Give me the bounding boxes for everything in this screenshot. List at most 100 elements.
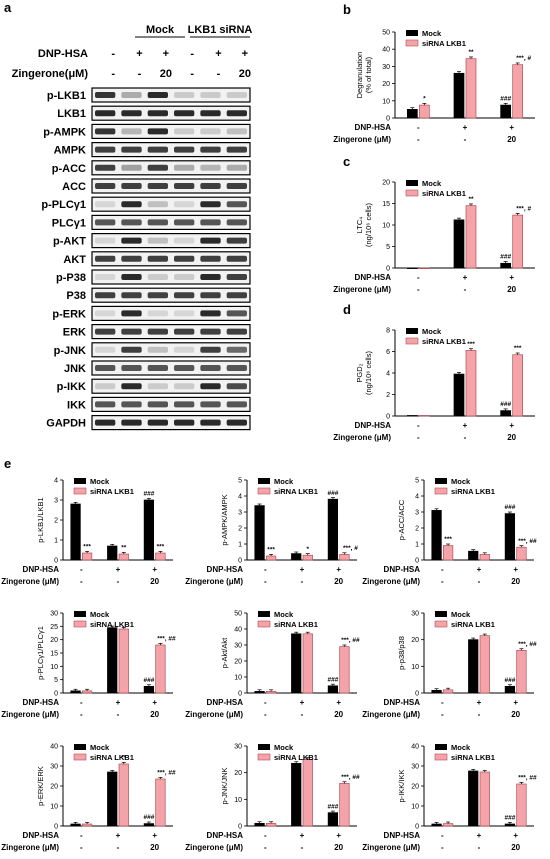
condition-dnp-sign: - xyxy=(417,273,420,282)
significance-label: ### xyxy=(504,504,515,511)
blot-band xyxy=(121,92,142,98)
blot-band xyxy=(147,365,168,371)
condition-dnp-sign: + xyxy=(509,123,514,132)
western-blot: Mock LKB1 siRNA DNP-HSA Zingerone(μM) - - + - +2… xyxy=(12,24,252,431)
significance-label: * xyxy=(307,546,310,553)
blot-band xyxy=(200,346,221,353)
legend-label-mock: Mock xyxy=(451,477,471,486)
blot-band xyxy=(226,219,247,226)
blot-band xyxy=(174,164,195,171)
bar-sirna-lkb1 xyxy=(418,267,430,269)
blot-band xyxy=(147,110,168,117)
blot-band xyxy=(121,274,142,280)
chart-e4: 0 5 10 15 20 25 30 p-PLCγ1/PLCγ1 ### ***, ## Mocks… xyxy=(1,610,176,719)
y-tick-label: 0 xyxy=(54,691,58,698)
significance-label: ** xyxy=(121,755,127,762)
chart-c: 0 5 10 15 20 LTC₄ (ng/10⁶ cells) ### ** ***, # Moc… xyxy=(333,179,535,294)
condition-dnp-sign: - xyxy=(417,421,420,430)
blot-band xyxy=(200,310,221,317)
blot-band xyxy=(147,292,168,299)
legend-label-sirna: siRNA LKB1 xyxy=(422,39,466,48)
blot-band xyxy=(174,219,195,226)
blot-band xyxy=(95,219,116,226)
blot-strip xyxy=(91,142,251,158)
blot-zing-sign: - xyxy=(138,68,142,80)
blot-band xyxy=(200,401,221,408)
y-tick-label: 10 xyxy=(411,804,419,811)
blot-band xyxy=(95,164,116,171)
blot-dnp-sign: + xyxy=(242,48,248,60)
condition-dnp-sign: + xyxy=(513,565,518,574)
bar-mock xyxy=(254,822,265,827)
condition-label-zingerone: Zingerone (μM) xyxy=(362,577,420,586)
y-tick-label: 2 xyxy=(54,518,58,525)
blot-band xyxy=(147,128,168,135)
y-tick-label: 40 xyxy=(382,47,390,54)
condition-zingerone-value: - xyxy=(464,433,467,442)
blot-zing-sign: 20 xyxy=(239,68,251,80)
y-axis-label: p-ERK/ERK xyxy=(36,766,45,806)
condition-dnp-sign: - xyxy=(441,698,444,707)
significance-label: ### xyxy=(143,814,154,821)
condition-label-zingerone: Zingerone (μM) xyxy=(185,843,243,852)
significance-label: *** xyxy=(444,536,452,543)
legend-swatch-sirna xyxy=(257,487,271,495)
bar-sirna-lkb1 xyxy=(81,552,93,561)
y-tick-label: 5 xyxy=(54,677,58,684)
condition-zingerone-value: 20 xyxy=(334,843,343,852)
condition-dnp-sign: - xyxy=(80,565,83,574)
condition-zingerone-value: - xyxy=(80,710,83,719)
blot-band xyxy=(147,383,168,390)
significance-label: ### xyxy=(143,677,154,684)
blot-band xyxy=(95,183,116,189)
blot-row-label: AKT xyxy=(63,254,86,266)
y-tick-label: 0 xyxy=(238,691,242,698)
legend-swatch-mock xyxy=(435,744,447,750)
blot-band xyxy=(226,110,247,117)
condition-zingerone-value: - xyxy=(117,843,120,852)
blot-row-label: P38 xyxy=(66,290,86,302)
blot-band xyxy=(121,237,142,244)
y-tick-label: 3 xyxy=(54,498,58,505)
y-axis-label: Degranulation xyxy=(355,52,364,99)
blot-band xyxy=(147,310,168,317)
bar-sirna-lkb1 xyxy=(442,823,454,827)
legend-label-mock: Mock xyxy=(90,743,110,752)
legend-swatch-mock xyxy=(406,30,418,36)
bar-mock xyxy=(291,553,302,561)
legend-label-sirna: siRNA LKB1 xyxy=(90,753,134,762)
condition-label-zingerone: Zingerone (μM) xyxy=(1,577,59,586)
panel-letter-e: e xyxy=(4,456,11,471)
blot-band xyxy=(174,237,195,244)
condition-zingerone-value: - xyxy=(441,577,444,586)
legend-swatch-mock xyxy=(435,611,447,617)
blot-zing-label: Zingerone(μM) xyxy=(12,68,89,80)
condition-dnp-sign: + xyxy=(300,565,305,574)
condition-dnp-sign: - xyxy=(80,831,83,840)
bar-sirna-lkb1 xyxy=(339,646,350,694)
blot-band xyxy=(121,128,142,135)
bar-mock xyxy=(327,685,339,694)
blot-band xyxy=(200,110,221,117)
bar-sirna-lkb1 xyxy=(302,633,313,694)
significance-label: ***, ## xyxy=(518,775,537,782)
blot-zing-sign: - xyxy=(190,68,194,80)
condition-zingerone-value: - xyxy=(264,577,267,586)
blot-strip xyxy=(91,123,251,140)
bar-mock xyxy=(504,513,516,561)
blot-band xyxy=(174,146,195,153)
blot-row-label: p-AMPK xyxy=(43,126,86,138)
significance-label: ### xyxy=(327,676,338,683)
y-axis-label: p-AMPK/AMPK xyxy=(220,494,229,545)
bar-sirna-lkb1 xyxy=(418,415,430,417)
bar-mock xyxy=(453,373,465,417)
bar-sirna-lkb1 xyxy=(339,782,350,827)
condition-zingerone-value: - xyxy=(417,285,420,294)
bar-mock xyxy=(431,823,442,827)
significance-label: *** xyxy=(157,544,165,551)
bar-mock xyxy=(468,770,479,827)
bar-mock xyxy=(70,503,81,561)
bar-mock xyxy=(431,689,442,694)
y-tick-label: 30 xyxy=(50,611,58,618)
condition-dnp-sign: + xyxy=(336,698,341,707)
